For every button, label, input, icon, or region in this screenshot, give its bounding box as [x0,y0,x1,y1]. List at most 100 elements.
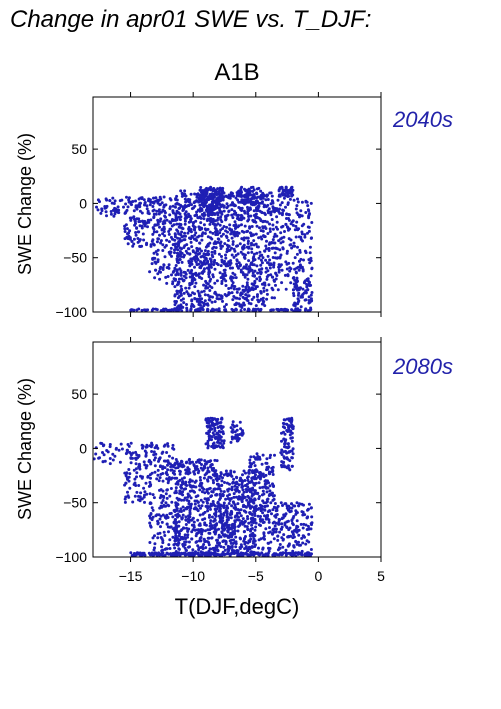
scatter-point [199,530,203,534]
scatter-point [131,244,135,248]
scatter-point [292,294,296,298]
scatter-point [268,484,272,488]
scatter-point [215,459,219,463]
scatter-point [286,195,290,198]
scatter-point [234,488,238,492]
scatter-point [248,458,252,462]
scatter-point [100,209,104,213]
scatter-point [301,526,305,530]
scatter-point [262,193,266,197]
scatter-point [218,208,222,212]
scatter-point [136,237,140,240]
scatter-point [187,259,191,263]
scatter-point [251,196,255,200]
scatter-point [127,234,131,238]
scatter-point [186,529,190,533]
scatter-point [189,228,193,231]
scatter-point [191,548,195,552]
scatter-point [238,297,241,301]
xtick-label: 0 [314,568,322,584]
scatter-point [258,494,261,498]
scatter-point [171,204,175,208]
scatter-point [234,308,238,312]
scatter-point [197,225,201,229]
scatter-point [174,513,178,517]
scatter-point [257,546,260,550]
scatter-point [248,540,252,543]
scatter-point [270,218,274,221]
scatter-point [126,477,129,481]
scatter-point [152,496,156,500]
scatter-point [168,547,172,550]
scatter-point [309,256,313,260]
scatter-point [220,260,224,264]
scatter-point [242,539,246,543]
scatter-point [172,447,176,451]
scatter-point [253,497,257,501]
scatter-point [189,282,193,286]
scatter-point [199,260,202,264]
scatter-point [221,524,224,528]
scatter-point [193,200,197,204]
scatter-point [203,540,207,543]
scatter-point [211,222,215,226]
scatter-point [180,226,184,230]
scatter-point [193,258,197,262]
scatter-point [178,206,182,210]
scatter-point [191,279,195,283]
scatter-point [277,309,281,312]
scatter-point [242,530,246,534]
scatter-point [290,456,294,460]
scatter-point [102,453,106,457]
scatter-point [158,496,162,500]
scatter-point [217,542,221,546]
scatter-point [213,436,217,440]
scatter-point [219,215,223,219]
scatter-point [224,523,228,527]
scatter-point [217,527,221,531]
scatter-point [299,214,303,218]
scatter-point [156,222,160,226]
scatter-point [147,484,151,488]
scatter-point [252,209,256,213]
scatter-point [161,479,165,483]
scatter-point [219,435,223,439]
scatter-point [247,308,251,312]
scatter-point [148,480,152,484]
scatter-point [151,257,155,261]
scatter-point [167,530,170,534]
scatter-point [157,208,161,212]
scatter-point [172,308,175,312]
scatter-point [161,249,165,252]
scatter-point [259,519,263,523]
scatter-point [271,494,275,498]
scatter-point [180,230,184,234]
scatter-point [232,230,236,234]
scatter-point [211,198,215,202]
scatter-point [222,209,226,213]
scatter-point [208,263,212,267]
scatter-point [176,260,179,264]
scatter-point [213,300,217,304]
scatter-point [252,263,256,267]
scatter-point [221,232,225,236]
scatter-point [159,525,162,529]
scatter-point [185,460,189,464]
scatter-point [262,520,266,524]
scatter-point [234,535,238,539]
scatter-point [239,293,243,297]
scatter-point [133,494,137,498]
scatter-point [239,189,243,193]
scatter-point [218,186,222,190]
scatter-point [138,224,142,228]
scatter-point [225,247,229,251]
scatter-point [216,213,220,217]
scatter-point [246,239,250,243]
scatter-point [176,543,180,547]
scatter-point [224,264,228,268]
scatter-point [129,218,133,222]
scatter-point [306,515,310,519]
scatter-point [192,463,196,467]
scatter-point [196,235,200,239]
scatter-point [100,442,104,445]
